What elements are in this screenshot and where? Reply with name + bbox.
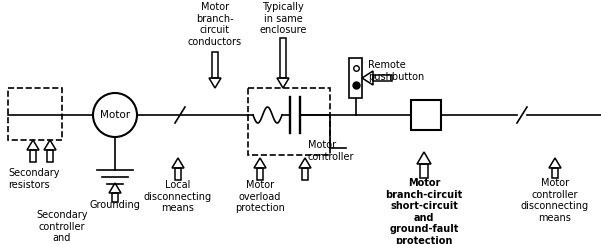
Text: Motor
branch-circuit
short-circuit
and
ground-fault
protection: Motor branch-circuit short-circuit and g… <box>385 178 463 244</box>
Text: Secondary
controller
and
conductors: Secondary controller and conductors <box>35 210 89 244</box>
Text: Grounding: Grounding <box>90 200 141 210</box>
Bar <box>411 100 441 130</box>
Text: Motor
controller: Motor controller <box>308 140 355 162</box>
Text: Motor
controller
disconnecting
means: Motor controller disconnecting means <box>521 178 589 223</box>
Text: Remote
pushbutton: Remote pushbutton <box>368 60 424 81</box>
Text: Motor
overload
protection: Motor overload protection <box>235 180 285 213</box>
Text: Motor
branch-
circuit
conductors: Motor branch- circuit conductors <box>188 2 242 47</box>
Circle shape <box>93 93 137 137</box>
Bar <box>248 88 330 155</box>
Text: Secondary
resistors: Secondary resistors <box>8 168 59 190</box>
Text: Local
disconnecting
means: Local disconnecting means <box>144 180 212 213</box>
Text: Motor: Motor <box>100 110 130 120</box>
Bar <box>8 88 62 140</box>
Bar <box>349 58 362 98</box>
Text: Typically
in same
enclosure: Typically in same enclosure <box>259 2 307 35</box>
